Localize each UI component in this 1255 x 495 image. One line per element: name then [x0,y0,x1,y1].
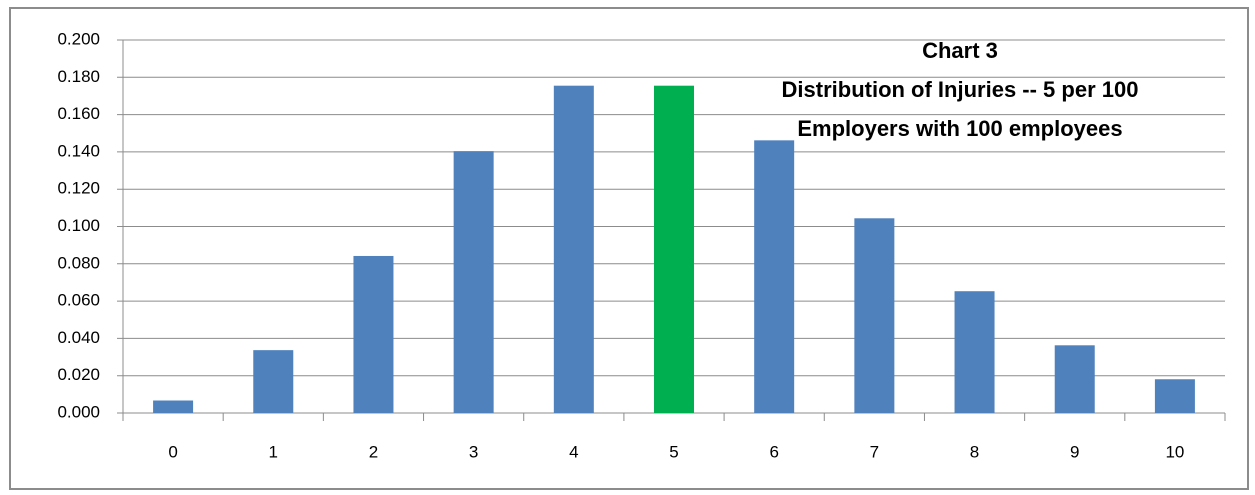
bar [353,255,394,413]
x-tick-label: 2 [369,442,378,461]
chart-border [9,7,1249,490]
x-tick-label: 1 [269,442,278,461]
bar [153,400,194,413]
y-tick-label: 0.200 [57,29,100,48]
x-tick-label: 0 [168,442,177,461]
x-tick-label: 3 [469,442,478,461]
x-tick-label: 9 [1070,442,1079,461]
bar [1154,379,1195,413]
y-tick-label: 0.180 [57,67,100,86]
bar [553,85,594,413]
x-tick-label: 10 [1165,442,1184,461]
x-tick-label: 7 [870,442,879,461]
x-tick-label: 6 [769,442,778,461]
bar [654,85,694,413]
y-tick-label: 0.100 [57,216,100,235]
y-tick-label: 0.080 [57,253,100,272]
y-tick-label: 0.000 [57,402,100,421]
chart-title: Distribution of Injuries -- 5 per 100 [782,77,1139,102]
y-tick-label: 0.020 [57,365,100,384]
chart-title: Chart 3 [922,38,998,63]
y-tick-label: 0.140 [57,141,100,160]
bar [854,218,895,413]
y-tick-label: 0.160 [57,104,100,123]
bar [253,350,294,413]
x-tick-label: 4 [569,442,578,461]
y-tick-label: 0.060 [57,291,100,310]
chart-title: Employers with 100 employees [797,116,1122,141]
bar [954,291,995,413]
y-tick-label: 0.120 [57,179,100,198]
bar [754,140,795,413]
x-tick-label: 8 [970,442,979,461]
bar [1054,345,1095,413]
y-tick-label: 0.040 [57,328,100,347]
bar [453,151,494,414]
x-tick-label: 5 [669,442,678,461]
